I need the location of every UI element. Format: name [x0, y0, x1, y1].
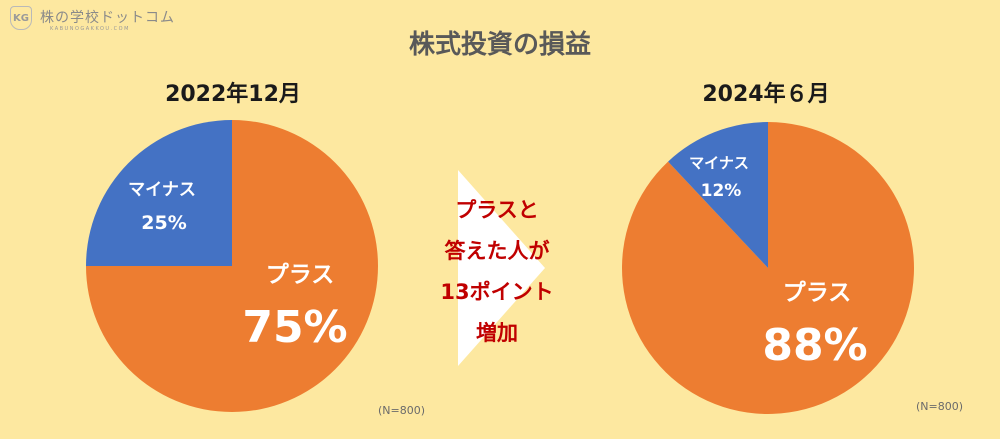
logo-subtitle: KABUNOGAKKOU.COM [50, 26, 130, 32]
pie-chart-right: マイナス 12% プラス 88% [622, 122, 914, 415]
sample-size-note-right: (N=800) [916, 400, 964, 413]
pie-chart-left: マイナス 25% プラス 75% [86, 120, 378, 412]
callout-line-2: 答えた人が [444, 239, 550, 263]
increase-callout: プラスと 答えた人が 13ポイント 増加 [432, 190, 562, 354]
value-label-left-minus: 25% [141, 212, 186, 234]
slice-label-left-plus: プラス [266, 262, 335, 288]
pie-slice-left-minus [86, 120, 232, 266]
callout-line-1: プラスと [455, 198, 539, 222]
sample-size-note-left: (N=800) [378, 404, 426, 417]
value-label-left-plus: 75% [242, 302, 347, 353]
callout-line-4: 増加 [476, 321, 518, 345]
slice-label-left-minus: マイナス [128, 180, 196, 200]
page-title: 株式投資の損益 [408, 30, 591, 60]
chart-title-left: 2022年12月 [165, 82, 301, 107]
value-label-right-plus: 88% [762, 320, 867, 371]
logo-name: 株の学校ドットコム [40, 10, 175, 26]
logo: KG 株の学校ドットコム KABUNOGAKKOU.COM [10, 6, 200, 36]
pie-slice-right-minus [668, 122, 768, 268]
chart-title-right: 2024年６月 [702, 82, 830, 107]
callout-line-3: 13ポイント [440, 280, 554, 304]
slice-label-right-minus: マイナス [689, 154, 749, 172]
arrow-right-icon [458, 170, 545, 366]
slice-label-right-plus: プラス [783, 280, 852, 306]
value-label-right-minus: 12% [701, 181, 742, 201]
logo-mark-icon: KG [10, 6, 32, 30]
